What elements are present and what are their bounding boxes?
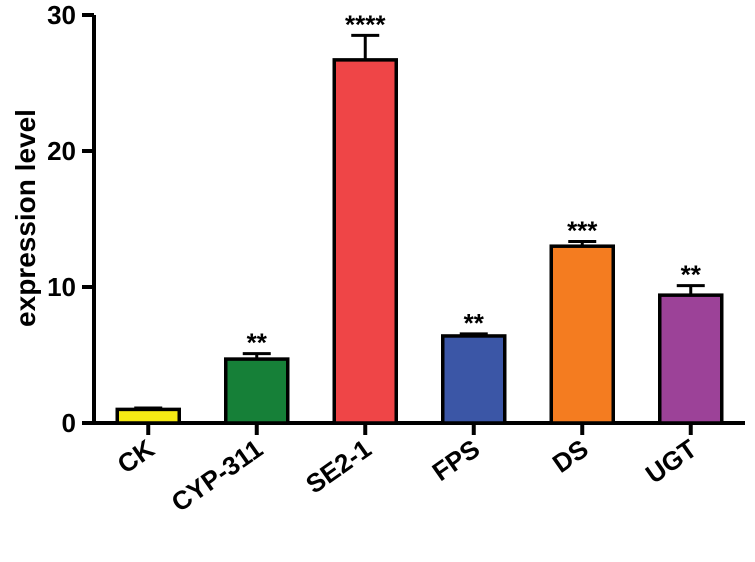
x-tick-label: SE2-1	[300, 433, 376, 499]
significance-label: ****	[345, 9, 386, 39]
bars	[115, 33, 724, 425]
y-axis-label: expression level	[10, 109, 41, 327]
bar-se2-1	[332, 58, 398, 425]
x-tick-label: UGT	[640, 433, 702, 489]
y-tick-label: 10	[47, 272, 76, 302]
axes: 0 10 20 30	[47, 0, 745, 438]
bar-cyp-311	[224, 357, 290, 425]
x-tick-label: CYP-311	[166, 433, 268, 517]
y-tick-label: 0	[62, 408, 76, 438]
x-tick-label: CK	[112, 433, 160, 479]
y-tick-label: 20	[47, 136, 76, 166]
bar-ck	[115, 407, 181, 425]
significance-label: **	[247, 328, 268, 358]
significance-label: **	[464, 308, 485, 338]
x-tick-label: FPS	[427, 433, 486, 487]
y-tick-label: 30	[47, 0, 76, 30]
significance-label: **	[681, 260, 702, 290]
x-tick-label: DS	[547, 433, 594, 478]
significance-label: ***	[567, 215, 598, 245]
bar-ds	[549, 244, 615, 425]
bar-ugt	[658, 293, 724, 425]
bar-fps	[441, 334, 507, 425]
